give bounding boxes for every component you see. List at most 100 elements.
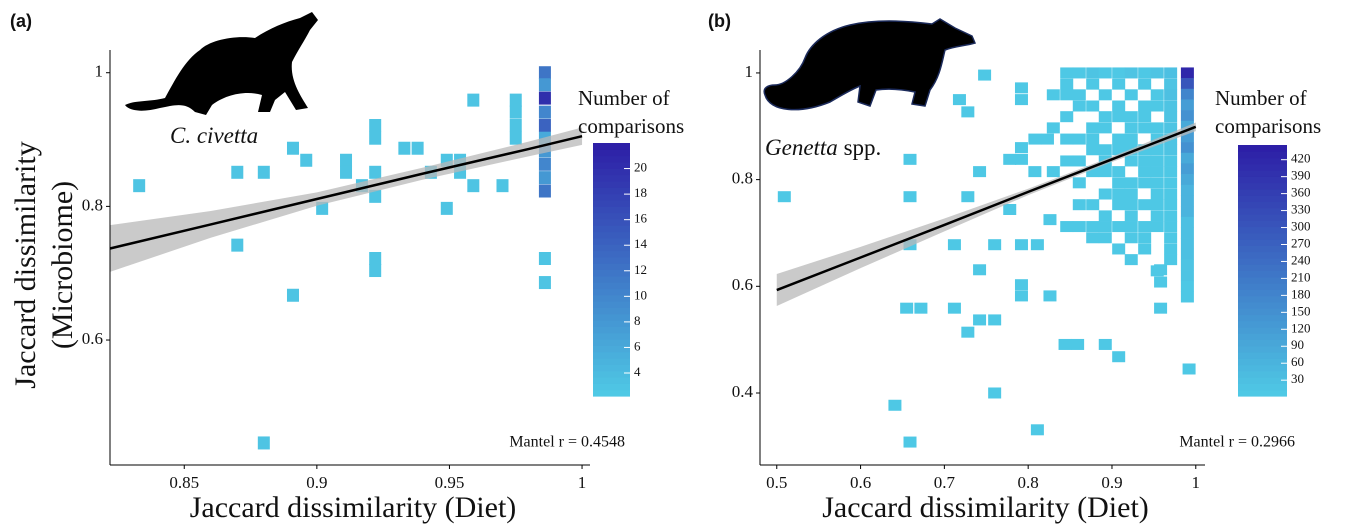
tile	[1181, 238, 1194, 249]
colorbar-tick-label: 330	[1291, 202, 1311, 217]
colorbar-step	[593, 314, 630, 321]
x-tick-label: 0.85	[169, 473, 199, 492]
tile	[510, 106, 522, 119]
colorbar-step	[1238, 245, 1287, 252]
tile	[1099, 166, 1112, 177]
x-axis-title: Jaccard dissimilarity (Diet)	[822, 491, 1149, 524]
colorbar-step	[593, 257, 630, 264]
x-tick-label: 1	[1192, 473, 1201, 492]
tile	[1015, 239, 1028, 250]
tile	[369, 166, 381, 179]
tile	[1164, 111, 1177, 122]
tile	[1015, 82, 1028, 93]
colorbar-step	[593, 307, 630, 314]
confidence-band	[110, 128, 582, 272]
tile	[1181, 163, 1194, 174]
legend-title: comparisons	[1215, 114, 1321, 138]
tile	[1164, 177, 1177, 188]
figure: 0.850.90.9510.60.81Jaccard dissimilarity…	[0, 0, 1349, 530]
tile	[961, 106, 974, 117]
tile	[1099, 232, 1112, 243]
tile	[510, 119, 522, 132]
tile	[1164, 189, 1177, 200]
tile	[904, 154, 917, 165]
y-tick-label: 0.8	[732, 169, 753, 188]
annotation: Mantel r = 0.4548	[509, 434, 625, 451]
colorbar-step	[1238, 258, 1287, 265]
y-tick-label: 0.4	[732, 382, 754, 401]
tile	[953, 94, 966, 105]
tile	[369, 119, 381, 132]
tile	[1181, 195, 1194, 206]
x-tick-label: 0.5	[766, 473, 787, 492]
tile	[1043, 214, 1056, 225]
tile	[1099, 67, 1112, 78]
tile	[1112, 166, 1125, 177]
tile	[900, 303, 913, 314]
x-tick-label: 1	[578, 473, 587, 492]
tile	[1043, 290, 1056, 301]
tile	[1164, 232, 1177, 243]
tile	[1138, 232, 1151, 243]
colorbar-step	[1238, 358, 1287, 365]
tile	[1031, 239, 1044, 250]
tile	[1164, 89, 1177, 100]
colorbar-step	[1238, 296, 1287, 303]
tile	[1086, 67, 1099, 78]
x-tick-label: 0.6	[850, 473, 871, 492]
colorbar-step	[593, 238, 630, 245]
tile	[1125, 155, 1138, 166]
colorbar-step	[593, 390, 630, 397]
tile	[1125, 199, 1138, 210]
tile	[300, 154, 312, 167]
colorbar-step	[1238, 264, 1287, 271]
tile	[1181, 206, 1194, 217]
tile	[510, 94, 522, 107]
colorbar-step	[1238, 321, 1287, 328]
colorbar-tick-label: 30	[1291, 371, 1304, 386]
tile	[1047, 122, 1060, 133]
colorbar-tick-label: 6	[634, 338, 641, 353]
tile	[340, 154, 352, 167]
tile	[1138, 67, 1151, 78]
colorbar-step	[1238, 365, 1287, 372]
colorbar-step	[593, 156, 630, 163]
tile	[1047, 166, 1060, 177]
tile	[973, 166, 986, 177]
tile	[1151, 199, 1164, 210]
colorbar-step	[593, 326, 630, 333]
tile	[1015, 154, 1028, 165]
tile	[1151, 210, 1164, 221]
tile	[1164, 254, 1177, 265]
colorbar-step	[1238, 302, 1287, 309]
tile	[1138, 122, 1151, 133]
species-label: C. civetta	[170, 123, 258, 148]
colorbar-step	[1238, 346, 1287, 353]
tile	[1041, 134, 1054, 145]
colorbar-step	[593, 187, 630, 194]
tile	[973, 314, 986, 325]
tile	[539, 158, 551, 171]
colorbar-step	[1238, 277, 1287, 284]
tile	[1099, 221, 1112, 232]
tile	[1125, 111, 1138, 122]
colorbar-step	[1238, 239, 1287, 246]
tile	[539, 92, 551, 105]
x-tick-label: 0.9	[306, 473, 327, 492]
tile	[1031, 424, 1044, 435]
tile	[340, 166, 352, 179]
y-tick-label: 0.8	[82, 195, 103, 214]
tile	[1164, 243, 1177, 254]
tile	[1015, 142, 1028, 153]
colorbar-tick-label: 150	[1291, 303, 1311, 318]
colorbar-step	[593, 345, 630, 352]
colorbar-step	[1238, 383, 1287, 390]
tile	[1125, 177, 1138, 188]
tile	[914, 303, 927, 314]
panel-label: (a)	[10, 11, 32, 31]
tile	[1138, 199, 1151, 210]
tile	[1060, 155, 1073, 166]
tile	[948, 303, 961, 314]
tile	[1125, 232, 1138, 243]
colorbar-step	[593, 251, 630, 258]
